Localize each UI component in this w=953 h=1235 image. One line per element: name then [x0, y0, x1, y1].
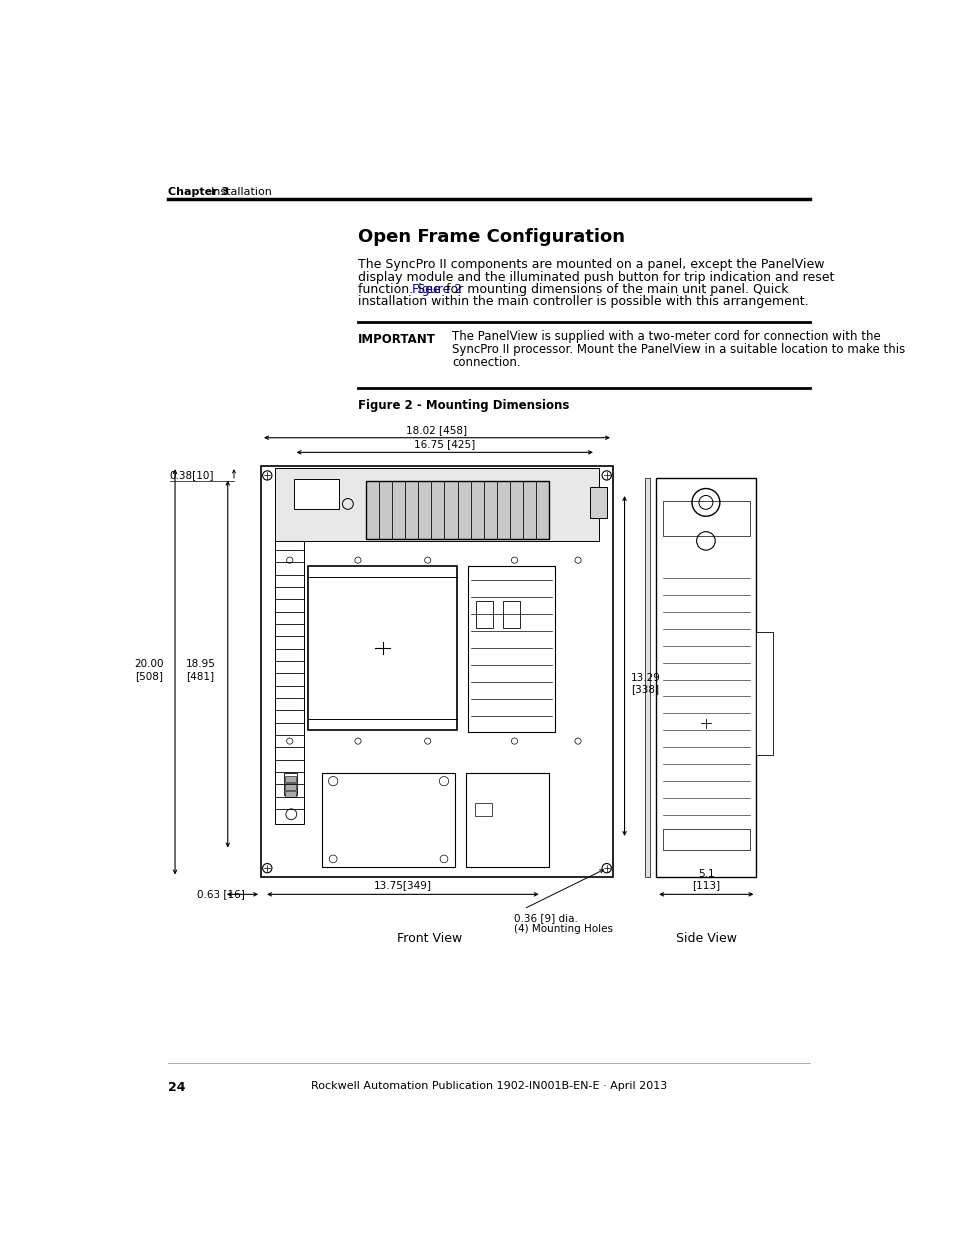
Bar [431, 480, 444, 538]
Text: Installation: Installation [211, 186, 273, 196]
Text: Side View: Side View [675, 932, 736, 945]
Bar [417, 480, 431, 538]
Bar [284, 773, 296, 795]
Bar [645, 478, 649, 877]
Bar [522, 480, 536, 538]
Bar [308, 567, 456, 730]
Bar [476, 601, 493, 627]
Text: 18.02 [458]: 18.02 [458] [406, 425, 467, 435]
Text: installation within the main controller is possible with this arrangement.: installation within the main controller … [357, 295, 808, 309]
Text: Chapter 3: Chapter 3 [168, 186, 229, 196]
Bar [589, 487, 606, 517]
Text: Figure 2: Figure 2 [412, 283, 461, 296]
Text: 13.75[349]: 13.75[349] [374, 881, 432, 890]
Bar [285, 792, 295, 798]
Text: 18.95
[481]: 18.95 [481] [186, 659, 215, 680]
Text: Rockwell Automation Publication 1902-IN001B-EN-E · April 2013: Rockwell Automation Publication 1902-IN0… [311, 1082, 666, 1092]
Text: 16.75 [425]: 16.75 [425] [414, 440, 475, 450]
Text: Figure 2 - Mounting Dimensions: Figure 2 - Mounting Dimensions [357, 399, 569, 412]
Bar [365, 480, 378, 538]
Bar [261, 466, 612, 877]
Bar [457, 480, 470, 538]
Text: SyncPro II processor. Mount the PanelView in a suitable location to make this: SyncPro II processor. Mount the PanelVie… [452, 343, 904, 356]
Text: 5.1
[113]: 5.1 [113] [692, 869, 720, 890]
Bar [285, 783, 295, 789]
Bar [656, 478, 756, 877]
Bar [378, 480, 392, 538]
Bar [497, 480, 510, 538]
Bar [465, 773, 548, 867]
Bar [536, 480, 549, 538]
Bar [483, 480, 497, 538]
Text: 0.38[10]: 0.38[10] [170, 471, 213, 480]
Text: IMPORTANT: IMPORTANT [357, 333, 436, 346]
Bar [274, 541, 303, 824]
Text: Open Frame Configuration: Open Frame Configuration [357, 227, 624, 246]
Text: connection.: connection. [452, 356, 520, 369]
Bar [444, 480, 457, 538]
Bar [510, 480, 522, 538]
Bar [322, 773, 455, 867]
Text: display module and the illuminated push button for trip indication and reset: display module and the illuminated push … [357, 270, 834, 284]
Text: 0.63 [16]: 0.63 [16] [196, 889, 245, 899]
Text: 24: 24 [168, 1082, 186, 1094]
Bar [274, 468, 598, 541]
Bar [661, 501, 749, 536]
Text: 0.36 [9] dia.
(4) Mounting Holes: 0.36 [9] dia. (4) Mounting Holes [514, 913, 613, 935]
Bar [285, 776, 295, 782]
Bar [468, 567, 555, 732]
Text: function. See: function. See [357, 283, 444, 296]
Bar [756, 632, 773, 755]
Bar [502, 601, 519, 627]
Bar [475, 804, 492, 816]
Text: 13.29
[338]: 13.29 [338] [630, 673, 659, 694]
Text: The PanelView is supplied with a two-meter cord for connection with the: The PanelView is supplied with a two-met… [452, 330, 881, 343]
Bar [661, 829, 749, 851]
Bar [470, 480, 483, 538]
Bar [392, 480, 405, 538]
Bar [405, 480, 417, 538]
Text: The SyncPro II components are mounted on a panel, except the PanelView: The SyncPro II components are mounted on… [357, 258, 823, 272]
Text: 20.00
[508]: 20.00 [508] [133, 659, 163, 680]
Text: Front View: Front View [396, 932, 461, 945]
Bar [365, 480, 549, 538]
Bar [294, 479, 338, 509]
Text: for mounting dimensions of the main unit panel. Quick: for mounting dimensions of the main unit… [442, 283, 788, 296]
